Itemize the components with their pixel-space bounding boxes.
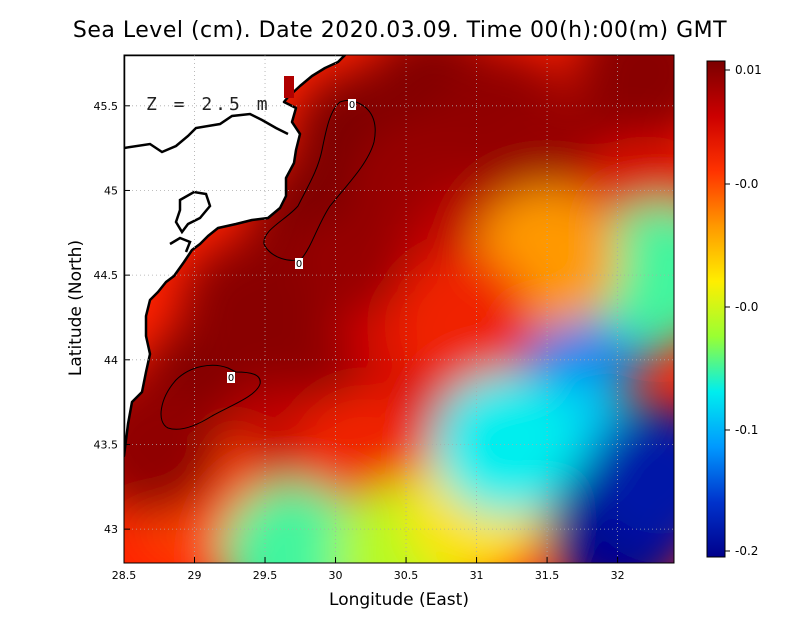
field-anchor (178, 237, 323, 381)
colorbar: 0.01 -0.0 -0.0 -0.1 -0.2 (706, 60, 762, 558)
colorbar-tick-label: -0.0 (735, 300, 758, 314)
contour-label-box (295, 258, 303, 269)
colorbar-tick-label: -0.1 (735, 423, 758, 437)
y-tick-label: 43 (104, 523, 118, 536)
colorbar-ticks: 0.01 -0.0 -0.0 -0.1 -0.2 (725, 63, 762, 558)
contour-label-box (227, 372, 235, 383)
y-tick-label: 44 (104, 354, 118, 367)
coast-river (169, 236, 192, 253)
colorbar-tick-label: -0.0 (735, 177, 758, 191)
field-anchor (390, 253, 535, 398)
x-tick-label: 30.5 (394, 569, 419, 582)
colorbar-tick-label: -0.2 (735, 544, 758, 558)
x-tick-label: 28.5 (112, 569, 137, 582)
colorbar-tick-label: 0.01 (735, 63, 762, 77)
field-anchor (573, 55, 674, 144)
x-tick-label: 31 (470, 569, 484, 582)
depth-annotation: Z = 2.5 m (146, 94, 271, 115)
x-axis-ticks: 28.5 29 29.5 30 30.5 31 31.5 32 (112, 557, 625, 582)
sea-level-field (124, 55, 674, 563)
y-tick-label: 44.5 (94, 269, 119, 282)
chart-title: Sea Level (cm). Date 2020.03.09. Time 00… (72, 18, 728, 43)
contour-line (263, 100, 376, 261)
plot-frame (123, 54, 675, 564)
plot-area: 28.5 29 29.5 30 30.5 31 31.5 32 4343.54444.5454… (94, 54, 675, 582)
grid-lines (124, 55, 674, 563)
contour-label: 0 (296, 259, 302, 270)
contour-labels: 0 0 0 (227, 99, 356, 384)
y-tick-label: 43.5 (94, 438, 119, 451)
field-anchor (587, 406, 674, 551)
x-tick-label: 32 (611, 569, 625, 582)
contour-label-box (348, 99, 356, 110)
land-inlet (124, 112, 289, 154)
field-anchor (221, 482, 366, 563)
contour-line (160, 364, 261, 430)
x-tick-label: 30 (329, 569, 343, 582)
x-tick-label: 29.5 (253, 569, 278, 582)
y-tick-label: 45 (104, 184, 118, 197)
y-axis-ticks: 43 43.5 44 44.5 45 45.5 (94, 100, 130, 536)
field-anchor (124, 372, 225, 517)
colorbar-bar (706, 60, 726, 558)
y-tick-label: 45.5 (94, 100, 119, 113)
x-tick-label: 31.5 (535, 569, 560, 582)
x-tick-label: 29 (188, 569, 202, 582)
lake-outline (174, 190, 212, 235)
coast-land-patch (284, 76, 294, 98)
contour-label: 0 (228, 373, 234, 384)
x-axis-label: Longitude (East) (329, 590, 469, 610)
contour-label: 0 (349, 100, 355, 111)
